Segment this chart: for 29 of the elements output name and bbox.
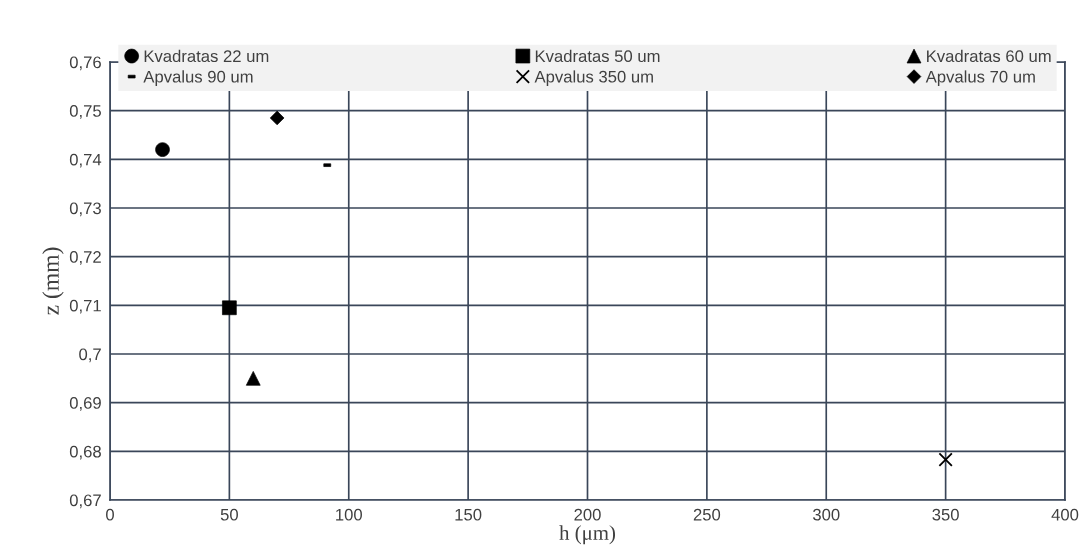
legend-label: Apvalus 90 um bbox=[143, 70, 253, 86]
y-tick-label: 0,71 bbox=[69, 299, 101, 314]
y-tick-label: 0,67 bbox=[69, 494, 101, 509]
y-tick-label: 0,76 bbox=[69, 56, 101, 71]
legend-label: Kvadratas 50 um bbox=[535, 49, 660, 63]
y-axis-title: z (mm) bbox=[42, 247, 64, 315]
x-tick-label: 400 bbox=[1051, 508, 1079, 521]
x-tick-label: 0 bbox=[106, 508, 114, 521]
y-tick-label: 0,72 bbox=[69, 251, 101, 265]
x-tick-label: 150 bbox=[455, 508, 482, 521]
x-tick-label: 250 bbox=[693, 508, 721, 521]
legend-label: Apvalus 350 um bbox=[534, 70, 653, 86]
x-tick-label: 350 bbox=[932, 508, 959, 521]
x-tick-label: 200 bbox=[574, 508, 601, 521]
y-tick-label: 0,74 bbox=[69, 153, 102, 168]
x-tick-label: 100 bbox=[336, 508, 362, 521]
y-tick-label: 0,75 bbox=[69, 105, 101, 119]
legend-label: Kvadratas 22 um bbox=[144, 49, 269, 63]
x-tick-label: 300 bbox=[812, 508, 840, 521]
legend-label: Kvadratas 60 um bbox=[927, 49, 1051, 63]
point bbox=[938, 452, 953, 467]
x-axis-title: h (μm) bbox=[559, 525, 616, 545]
y-tick-label: 0,68 bbox=[69, 445, 101, 460]
y-tick-label: 0,69 bbox=[69, 397, 101, 411]
x-tick-label: 50 bbox=[220, 508, 238, 521]
point bbox=[222, 300, 237, 316]
y-tick-label: 0,7 bbox=[79, 348, 101, 363]
legend-label: Apvalus 70 um bbox=[925, 70, 1035, 86]
y-tick-label: 0,73 bbox=[69, 202, 101, 217]
